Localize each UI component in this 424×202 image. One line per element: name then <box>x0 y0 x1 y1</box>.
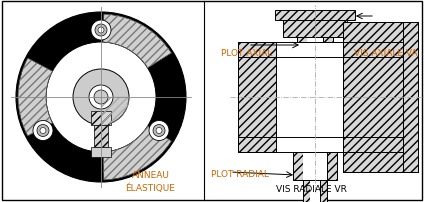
Bar <box>238 58 276 137</box>
Bar <box>310 180 320 202</box>
Text: PLOT RADIAL: PLOT RADIAL <box>211 169 268 178</box>
Bar <box>343 23 418 172</box>
Bar <box>94 125 108 147</box>
Bar <box>343 152 418 172</box>
Bar <box>275 11 355 21</box>
Text: PLOT AXIAL: PLOT AXIAL <box>221 49 273 58</box>
Wedge shape <box>103 126 171 180</box>
Circle shape <box>149 121 169 141</box>
Circle shape <box>95 25 107 37</box>
Bar <box>403 23 418 172</box>
Bar <box>303 152 327 180</box>
Wedge shape <box>18 59 53 136</box>
Text: ÉLASTIQUE: ÉLASTIQUE <box>126 182 176 191</box>
Bar <box>307 38 323 43</box>
Circle shape <box>37 125 49 137</box>
Bar <box>238 43 276 58</box>
Text: VIS RADIALE VR: VIS RADIALE VR <box>276 184 347 193</box>
Bar <box>91 147 111 157</box>
Bar <box>303 180 327 202</box>
Bar <box>283 21 347 38</box>
Circle shape <box>91 21 111 41</box>
Circle shape <box>98 28 104 34</box>
Bar <box>276 58 343 137</box>
Bar <box>293 152 303 180</box>
Circle shape <box>33 121 53 141</box>
Bar <box>343 137 403 152</box>
Bar <box>303 180 310 202</box>
Circle shape <box>46 43 156 152</box>
Bar <box>293 152 337 180</box>
Bar <box>297 38 333 43</box>
Circle shape <box>16 13 186 182</box>
Circle shape <box>73 70 129 125</box>
Bar <box>323 38 333 43</box>
Circle shape <box>153 125 165 137</box>
Text: VIS AXIALE VA: VIS AXIALE VA <box>354 49 418 58</box>
Bar <box>327 152 337 180</box>
Bar <box>238 43 403 152</box>
Bar <box>238 137 276 152</box>
Circle shape <box>89 86 113 109</box>
Text: ANNEAU: ANNEAU <box>131 170 170 179</box>
Bar <box>91 112 111 125</box>
Bar <box>343 43 403 152</box>
Circle shape <box>40 128 46 134</box>
Circle shape <box>156 128 162 134</box>
Bar <box>320 180 327 202</box>
Bar <box>343 43 403 58</box>
Circle shape <box>94 90 108 104</box>
Bar <box>297 38 307 43</box>
Bar <box>343 23 418 43</box>
Wedge shape <box>103 15 171 68</box>
